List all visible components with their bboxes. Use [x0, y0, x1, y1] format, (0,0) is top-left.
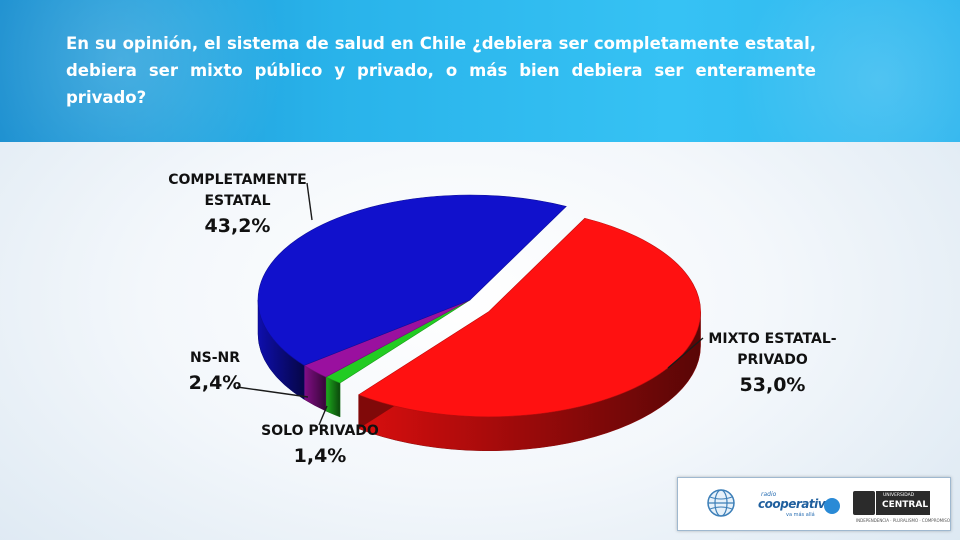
university-small-text: UNIVERSIDAD [883, 493, 915, 498]
slice-label-mixto: MIXTO ESTATAL- [708, 331, 837, 347]
slice-label-ns-nr: NS-NR [189, 350, 241, 366]
survey-question: En su opinión, el sistema de salud en Ch… [66, 34, 816, 107]
header-banner: En su opinión, el sistema de salud en Ch… [0, 0, 960, 142]
cooperativa-icon [824, 498, 840, 514]
university-motto: INDEPENDENCIA · PLURALISMO · COMPROMISO [856, 518, 950, 523]
globe-logo-icon [707, 489, 735, 517]
slice-completamente-estatal [257, 194, 567, 366]
label-completamente-estatal: COMPLETAMENTE ESTATAL 43,2% [160, 170, 315, 237]
leader-solo-privado [318, 405, 328, 426]
slice-value-solo-privado: 1,4% [293, 445, 347, 467]
slice-label-mixto-2: PRIVADO [737, 352, 808, 368]
label-ns-nr: NS-NR 2,4% [170, 348, 260, 394]
radio-text: radio [761, 491, 777, 498]
university-badge [876, 491, 930, 515]
slice-value-mixto: 53,0% [739, 374, 806, 396]
slice-value-ns-nr: 2,4% [188, 372, 242, 394]
leader-completamente-estatal [306, 182, 313, 221]
university-seal-icon [853, 491, 875, 515]
leader-mixto [667, 337, 704, 369]
leader-ns-nr [236, 386, 309, 398]
cooperativa-tagline: va más allá [786, 512, 815, 518]
university-name: CENTRAL [882, 500, 929, 510]
slice-value-completamente-estatal: 43,2% [204, 215, 271, 237]
label-solo-privado: SOLO PRIVADO 1,4% [245, 421, 395, 467]
sponsor-logos: radio cooperativa va más allá UNIVERSIDA… [677, 477, 951, 531]
slice-label-completamente-estatal-2: ESTATAL [204, 193, 271, 209]
label-mixto: MIXTO ESTATAL- PRIVADO 53,0% [690, 329, 855, 396]
slice-label-solo-privado: SOLO PRIVADO [261, 423, 379, 439]
slice-label-completamente-estatal: COMPLETAMENTE [168, 172, 307, 188]
slice-mixto-estatal-privado [357, 217, 701, 418]
slice-side-solo-privado [325, 376, 341, 418]
cooperativa-logo: cooperativa [758, 497, 833, 511]
